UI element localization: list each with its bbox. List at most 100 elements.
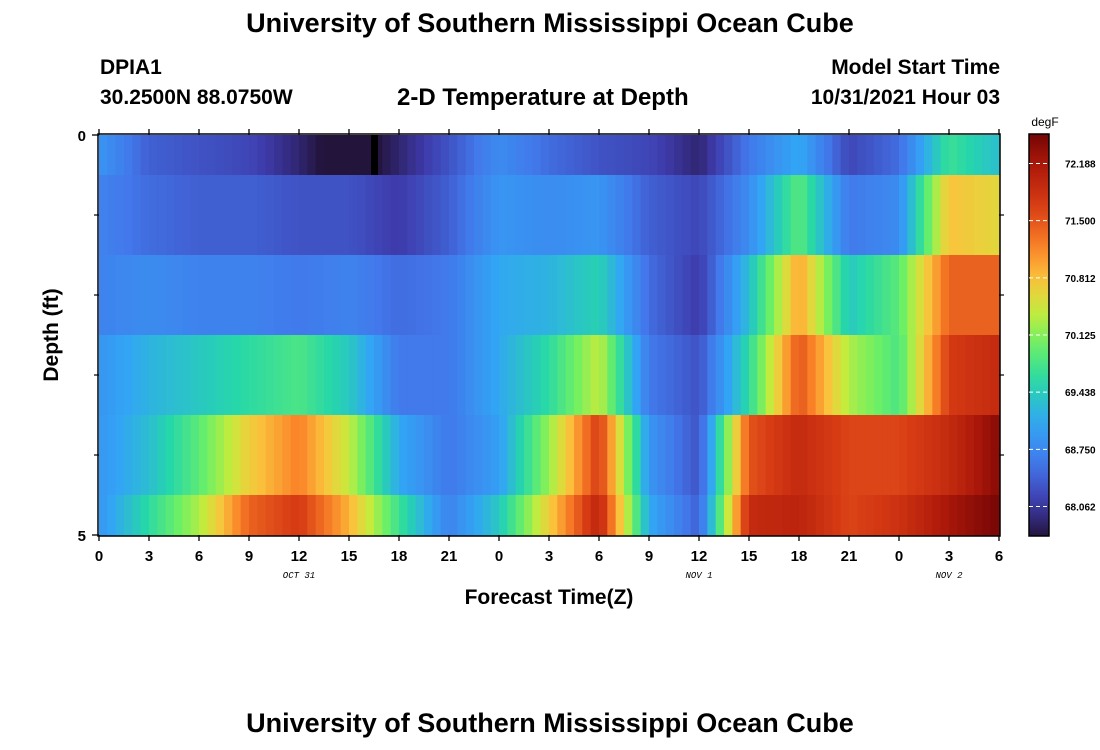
- x-axis-label: Forecast Time(Z): [465, 586, 634, 609]
- heatmap-cell: [165, 175, 175, 256]
- heatmap-cell: [374, 175, 383, 256]
- heatmap-cell: [415, 175, 425, 256]
- heatmap-cell: [224, 335, 233, 416]
- heatmap-cell: [490, 135, 500, 176]
- heatmap-cell: [465, 255, 475, 336]
- heatmap-cell: [315, 175, 325, 256]
- heatmap-cell: [299, 495, 308, 536]
- heatmap-cell: [315, 135, 325, 176]
- heatmap-cell: [582, 255, 592, 336]
- heatmap-cell: [482, 255, 492, 336]
- heatmap-cell: [932, 415, 942, 496]
- heatmap-cell: [115, 255, 125, 336]
- heatmap-cell: [232, 335, 242, 416]
- heatmap-cell: [832, 255, 842, 336]
- heatmap-cell: [190, 335, 200, 416]
- heatmap-cell: [840, 495, 850, 536]
- heatmap-cell: [290, 135, 300, 176]
- heatmap-cell: [149, 415, 158, 496]
- heatmap-cell: [907, 335, 917, 416]
- colorbar-tick-label: 69.438: [1065, 388, 1096, 399]
- footer-title: University of Southern Mississippi Ocean…: [246, 708, 854, 738]
- heatmap-cell: [174, 175, 183, 256]
- heatmap-cell: [899, 135, 908, 176]
- heatmap-cell: [507, 135, 517, 176]
- heatmap-cell: [965, 335, 975, 416]
- heatmap-cell: [565, 335, 575, 416]
- heatmap-cell: [990, 175, 1000, 256]
- heatmap-cell: [307, 415, 317, 496]
- heatmap-cell: [365, 335, 375, 416]
- date-label: OCT 31: [283, 571, 315, 581]
- heatmap-cell: [182, 175, 192, 256]
- heatmap-cell: [274, 415, 283, 496]
- heatmap-cell: [665, 415, 675, 496]
- heatmap-cell: [549, 415, 558, 496]
- heatmap-cell: [790, 495, 800, 536]
- heatmap-cell: [624, 415, 633, 496]
- heatmap-cell: [690, 255, 700, 336]
- heatmap-cell: [274, 135, 283, 176]
- heatmap-cell: [624, 255, 633, 336]
- heatmap-cell: [174, 415, 183, 496]
- heatmap-cell: [474, 255, 483, 336]
- x-tick-label: 15: [741, 548, 758, 565]
- heatmap-cell: [799, 175, 808, 256]
- heatmap-cell: [449, 335, 458, 416]
- heatmap-cell: [665, 495, 675, 536]
- heatmap-cell: [207, 135, 217, 176]
- heatmap-cell: [182, 255, 192, 336]
- heatmap-cell: [157, 495, 167, 536]
- heatmap-cell: [340, 495, 350, 536]
- heatmap-cell: [299, 175, 308, 256]
- heatmap-cell: [232, 495, 242, 536]
- heatmap-cell: [365, 415, 375, 496]
- x-axis: 0 3 6 9 12 15 18 21 0 3 6 9 12 15 18 21 0 3 6: [95, 129, 1003, 565]
- heatmap-cell: [824, 495, 833, 536]
- heatmap-cell: [524, 495, 533, 536]
- heatmap-cell: [982, 255, 992, 336]
- colorbar-ticks: 72.188 71.500 70.812 70.125 69.438 68.750 68.0…: [1029, 159, 1096, 514]
- heatmap-cell: [290, 495, 300, 536]
- heatmap-cell: [474, 335, 483, 416]
- heatmap-cell: [757, 135, 767, 176]
- heatmap-cell: [749, 135, 758, 176]
- heatmap-cell: [182, 415, 192, 496]
- heatmap-cell: [924, 135, 933, 176]
- heatmap-cell: [490, 415, 500, 496]
- heatmap-cell: [599, 175, 608, 256]
- heatmap-cell: [140, 135, 150, 176]
- heatmap-cell: [965, 175, 975, 256]
- heatmap-cell: [915, 175, 925, 256]
- heatmap-cell: [415, 335, 425, 416]
- heatmap-cell: [624, 495, 633, 536]
- heatmap-cell: [682, 415, 692, 496]
- heatmap-cell: [240, 135, 250, 176]
- heatmap-cell: [799, 135, 808, 176]
- heatmap-cell: [774, 335, 783, 416]
- x-tick-label: 12: [691, 548, 708, 565]
- heatmap-cell: [632, 135, 642, 176]
- heatmap-cell: [807, 175, 817, 256]
- heatmap-cell: [449, 135, 458, 176]
- heatmap-cell: [699, 255, 708, 336]
- heatmap-cell: [740, 135, 750, 176]
- heatmap-cell: [499, 495, 508, 536]
- heatmap-cell: [690, 495, 700, 536]
- heatmap-cell: [374, 135, 383, 176]
- y-tick-label: 0: [78, 128, 86, 145]
- heatmap-cell: [974, 135, 983, 176]
- heatmap-cell: [190, 415, 200, 496]
- heatmap-cell: [374, 495, 383, 536]
- heatmap-cell: [232, 135, 242, 176]
- heatmap-cell: [524, 135, 533, 176]
- heatmap-cell: [199, 135, 208, 176]
- heatmap-cell: [749, 495, 758, 536]
- heatmap-cell: [590, 335, 600, 416]
- heatmap-cell: [149, 495, 158, 536]
- heatmap-cell: [849, 335, 858, 416]
- heatmap-cell: [832, 415, 842, 496]
- heatmap-cell: [815, 335, 825, 416]
- heatmap-cell: [215, 135, 225, 176]
- heatmap-cell: [224, 175, 233, 256]
